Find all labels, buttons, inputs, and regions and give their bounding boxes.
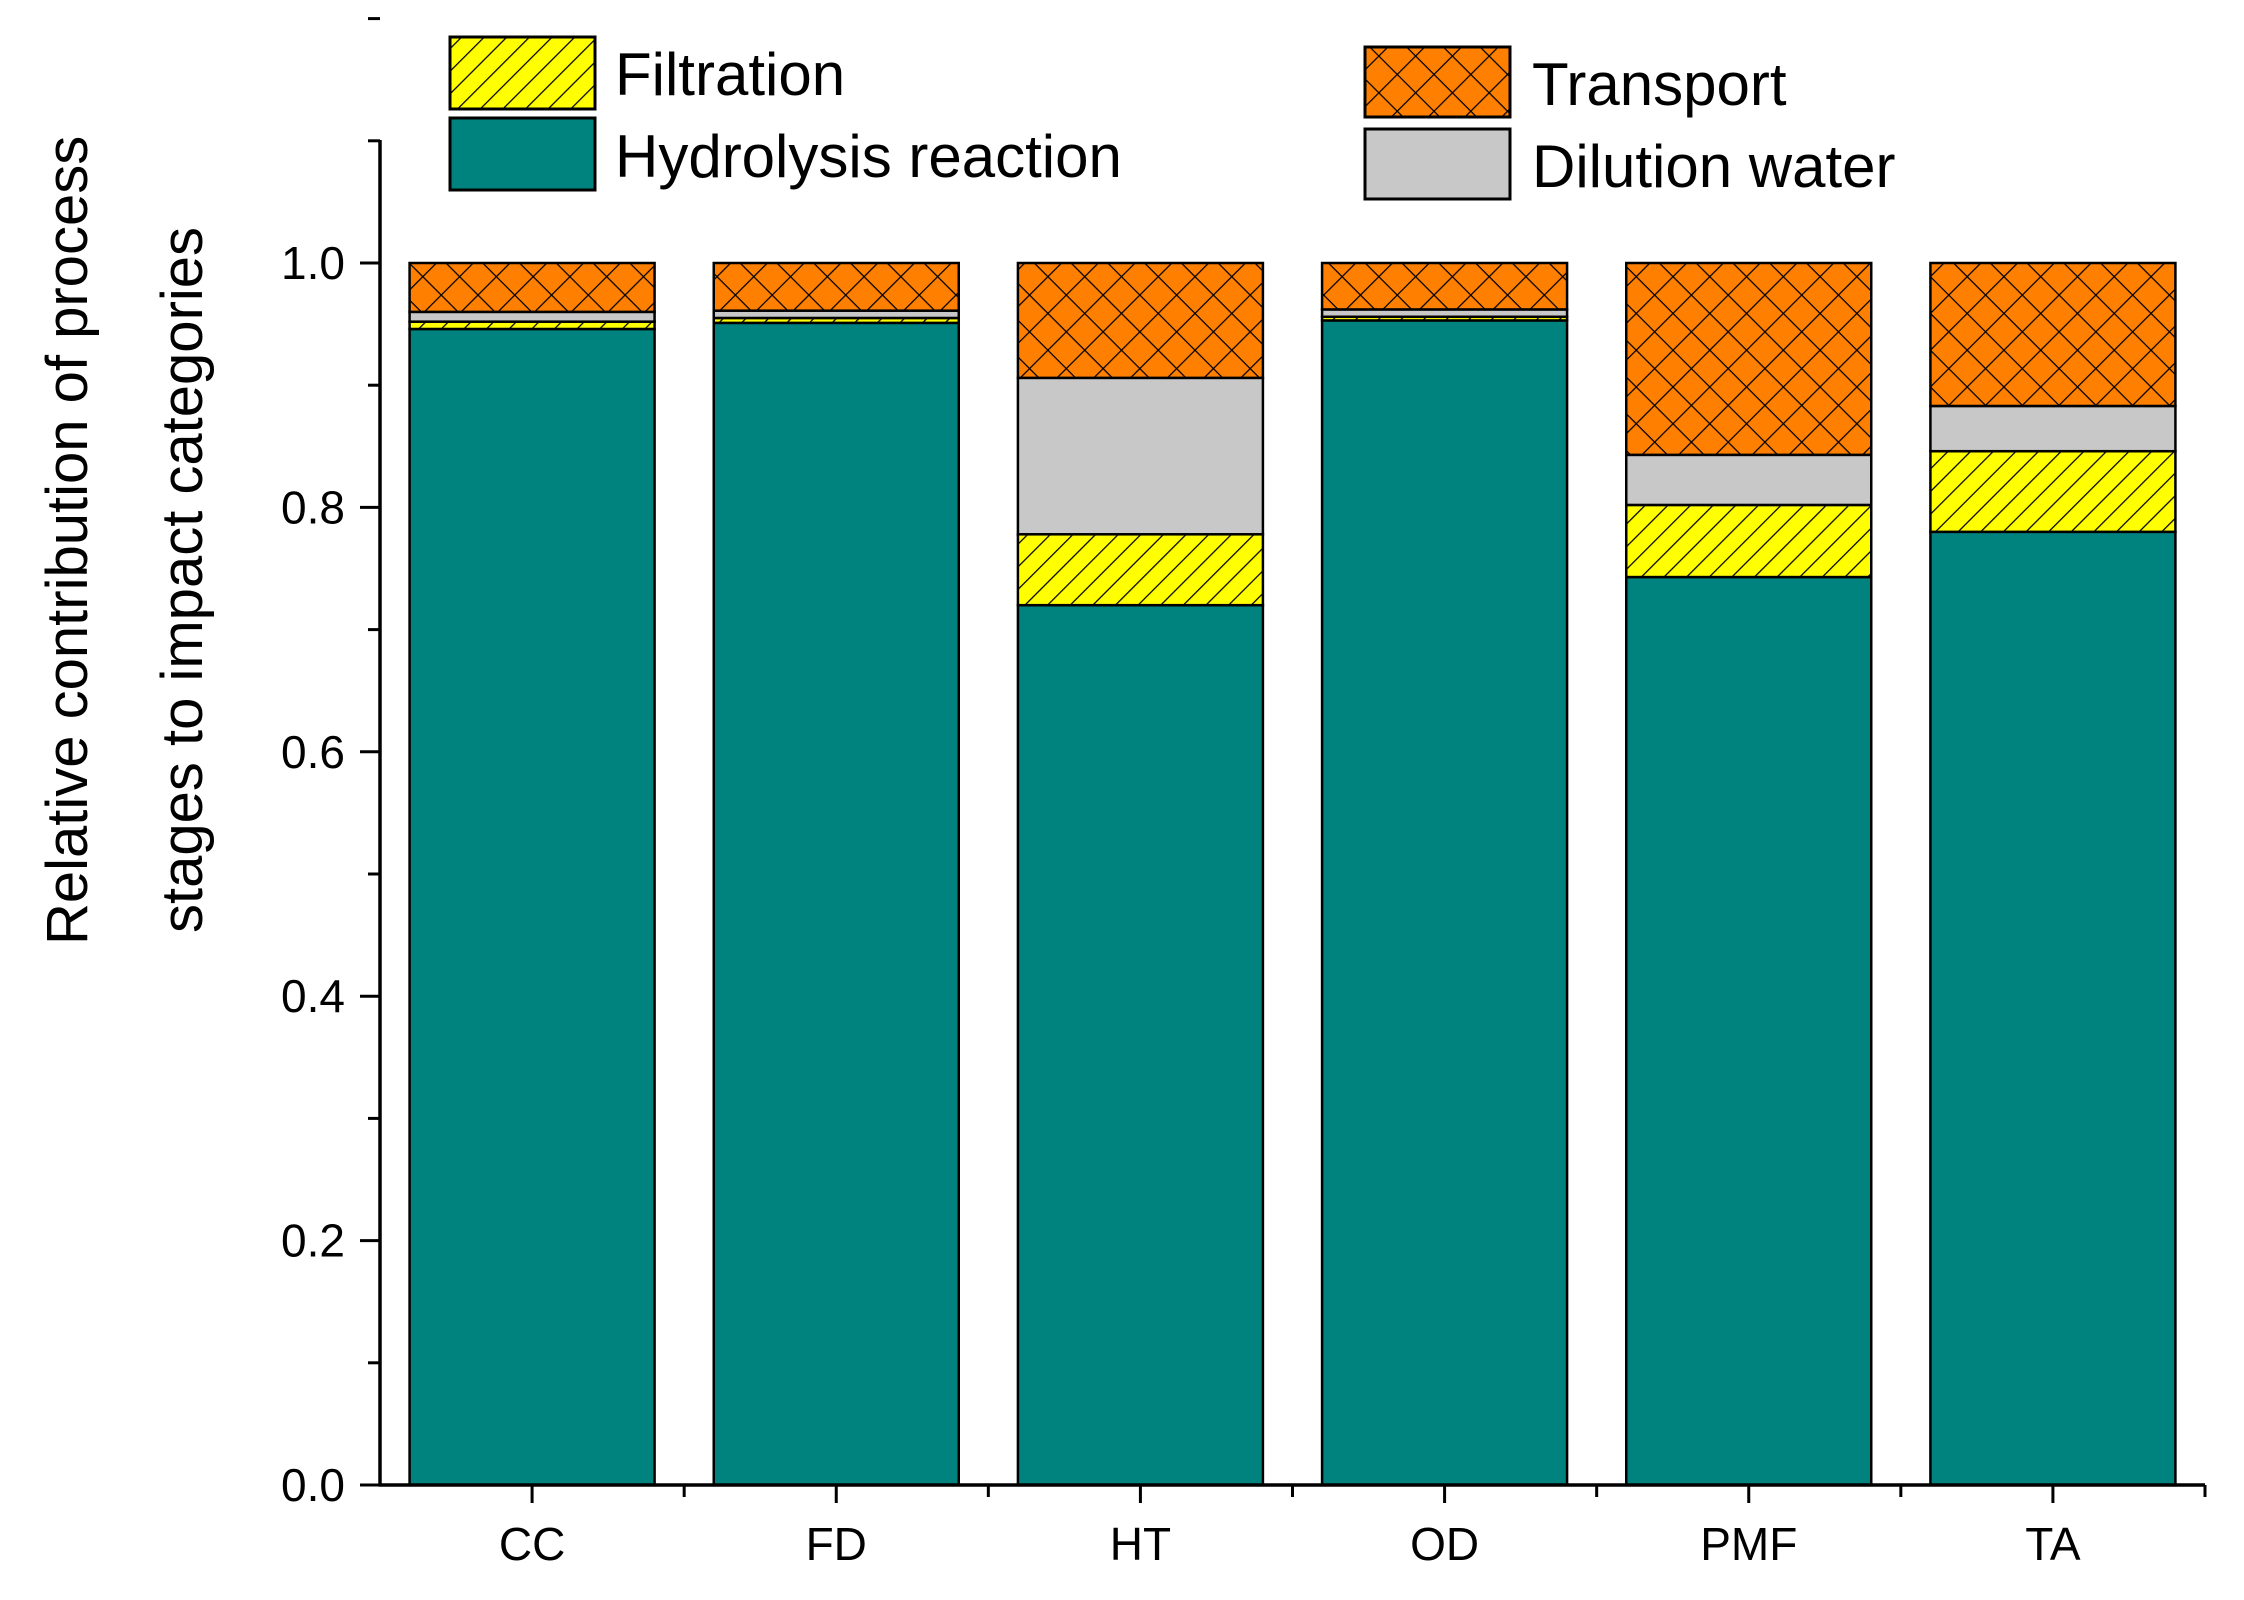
- legend-swatch-hydrolysis: [448, 116, 597, 192]
- bar-cc-transport: [408, 261, 656, 314]
- bar-cc-hydrolysis-reaction: [408, 327, 656, 1487]
- bar-ht-dilution-water: [1016, 376, 1265, 536]
- bar-ta-dilution-water: [1929, 404, 2177, 453]
- bar-ta-filtration: [1929, 449, 2177, 534]
- bar-ht-hydrolysis-reaction: [1016, 603, 1265, 1487]
- x-tick-label-fd: FD: [806, 1518, 867, 1570]
- legend-swatch-transport: [1363, 45, 1512, 119]
- bar-pmf-hydrolysis-reaction: [1625, 575, 1873, 1487]
- bar-pmf-dilution-water: [1625, 453, 1873, 507]
- axes-group: CC FD HT OD PMF TA 0.0 0.2 0.4 0.6 0.8 1.0: [281, 17, 2207, 1570]
- y-tick-label: 0.2: [281, 1215, 345, 1267]
- legend-swatch-filtration: [448, 35, 597, 111]
- bar-ta-hydrolysis-reaction: [1929, 530, 2177, 1487]
- bars-group: [408, 261, 2177, 1487]
- bar-ht-filtration: [1016, 533, 1265, 607]
- x-tick-label-ht: HT: [1110, 1518, 1171, 1570]
- y-tick-label: 0.0: [281, 1459, 345, 1511]
- bar-od-transport: [1320, 261, 1569, 311]
- y-tick-label: 0.6: [281, 726, 345, 778]
- legend-label-hydrolysis: Hydrolysis reaction: [615, 123, 1122, 190]
- bar-ht-transport: [1016, 261, 1265, 380]
- bar-fd-transport: [712, 261, 960, 312]
- bar-pmf-filtration: [1625, 503, 1873, 579]
- bar-ta-transport: [1929, 261, 2177, 408]
- x-tick-label-pmf: PMF: [1700, 1518, 1797, 1570]
- x-tick-label-ta: TA: [2025, 1518, 2081, 1570]
- bar-fd-hydrolysis-reaction: [712, 321, 960, 1487]
- y-axis-title: Relative contribution of process stages …: [35, 136, 215, 945]
- legend-label-dilution: Dilution water: [1532, 133, 1896, 200]
- y-axis-title-line-1: Relative contribution of process: [35, 136, 100, 945]
- y-tick-label: 0.4: [281, 970, 345, 1022]
- y-axis-title-line-2: stages to impact categories: [150, 227, 215, 933]
- legend: Filtration Hydrolysis reaction Transport…: [448, 35, 1896, 201]
- y-tick-label: 0.8: [281, 481, 345, 533]
- legend-label-transport: Transport: [1532, 51, 1787, 118]
- x-tick-label-cc: CC: [499, 1518, 565, 1570]
- bar-cc-dilution-water: [408, 310, 656, 323]
- y-tick-label: 1.0: [281, 237, 345, 289]
- x-tick-label-od: OD: [1410, 1518, 1479, 1570]
- bar-od-hydrolysis-reaction: [1320, 319, 1569, 1487]
- bar-pmf-transport: [1625, 261, 1873, 457]
- legend-swatch-dilution: [1363, 127, 1512, 201]
- legend-label-filtration: Filtration: [615, 41, 845, 108]
